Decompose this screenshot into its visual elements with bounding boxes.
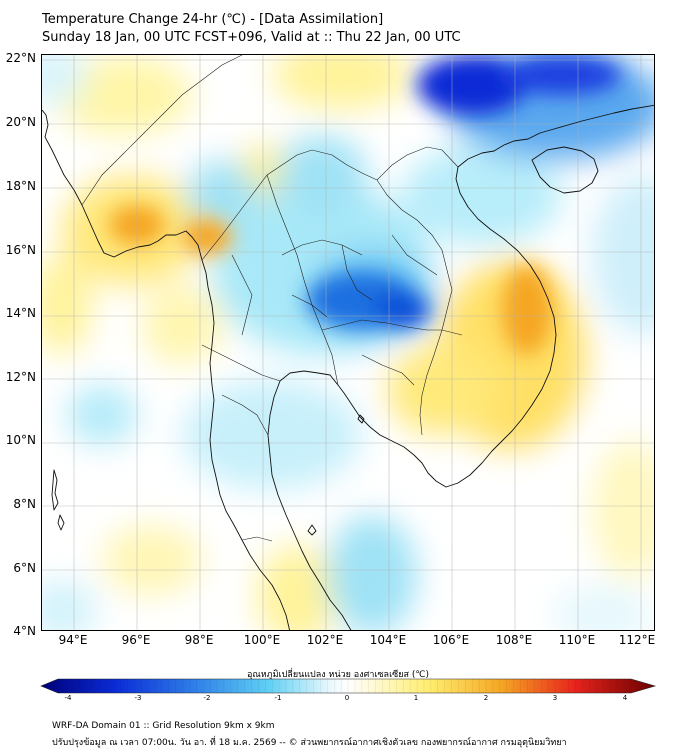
country-borders (81, 55, 463, 542)
map-subtitle: Sunday 18 Jan, 00 UTC FCST+096, Valid at… (42, 30, 461, 45)
lat-label-10n: 10°N (5, 433, 36, 447)
colorbar-tick-0: 0 (344, 694, 350, 702)
lon-label-106e: 106°E (432, 633, 470, 647)
lat-label-12n: 12°N (5, 370, 36, 384)
footer-credits: ปรับปรุงข้อมูล ณ เวลา 07:00น. วัน อา. ที… (52, 738, 567, 748)
map-title: Temperature Change 24-hr (℃) - [Data Ass… (42, 12, 384, 27)
colorbar-tick-m4: -4 (64, 694, 72, 702)
lat-label-4n: 4°N (13, 624, 36, 638)
colorbar-tick-m2: -2 (203, 694, 211, 702)
lon-label-98e: 98°E (184, 633, 214, 647)
colorbar-tick-m1: -1 (274, 694, 282, 702)
lon-label-108e: 108°E (495, 633, 533, 647)
lat-label-18n: 18°N (5, 179, 36, 193)
lon-label-96e: 96°E (121, 633, 151, 647)
footer-model-info: WRF-DA Domain 01 :: Grid Resolution 9km … (52, 721, 275, 731)
colorbar-tick-1: 1 (413, 694, 419, 702)
lat-label-8n: 8°N (13, 497, 36, 511)
map-canvas (42, 55, 654, 630)
lon-label-110e: 110°E (558, 633, 596, 647)
coastlines (42, 104, 654, 630)
colorbar-tick-3: 3 (552, 694, 558, 702)
colorbar (40, 678, 657, 694)
lat-label-16n: 16°N (5, 243, 36, 257)
lon-label-112e: 112°E (618, 633, 656, 647)
lon-label-100e: 100°E (243, 633, 281, 647)
colorbar-title: อุณหภูมิเปลี่ยนแปลง หน่วย องศาเซลเซียส (… (246, 670, 430, 680)
lat-label-22n: 22°N (5, 51, 36, 65)
lon-label-102e: 102°E (306, 633, 344, 647)
lon-label-94e: 94°E (58, 633, 88, 647)
lat-label-20n: 20°N (5, 115, 36, 129)
lat-label-6n: 6°N (13, 561, 36, 575)
lon-label-104e: 104°E (369, 633, 407, 647)
colorbar-tick-m3: -3 (134, 694, 142, 702)
colorbar-tick-4: 4 (622, 694, 628, 702)
temperature-change-map (41, 54, 655, 631)
colorbar-tick-2: 2 (483, 694, 489, 702)
lat-label-14n: 14°N (5, 306, 36, 320)
map-gridlines (42, 55, 654, 630)
temperature-field (42, 55, 654, 630)
